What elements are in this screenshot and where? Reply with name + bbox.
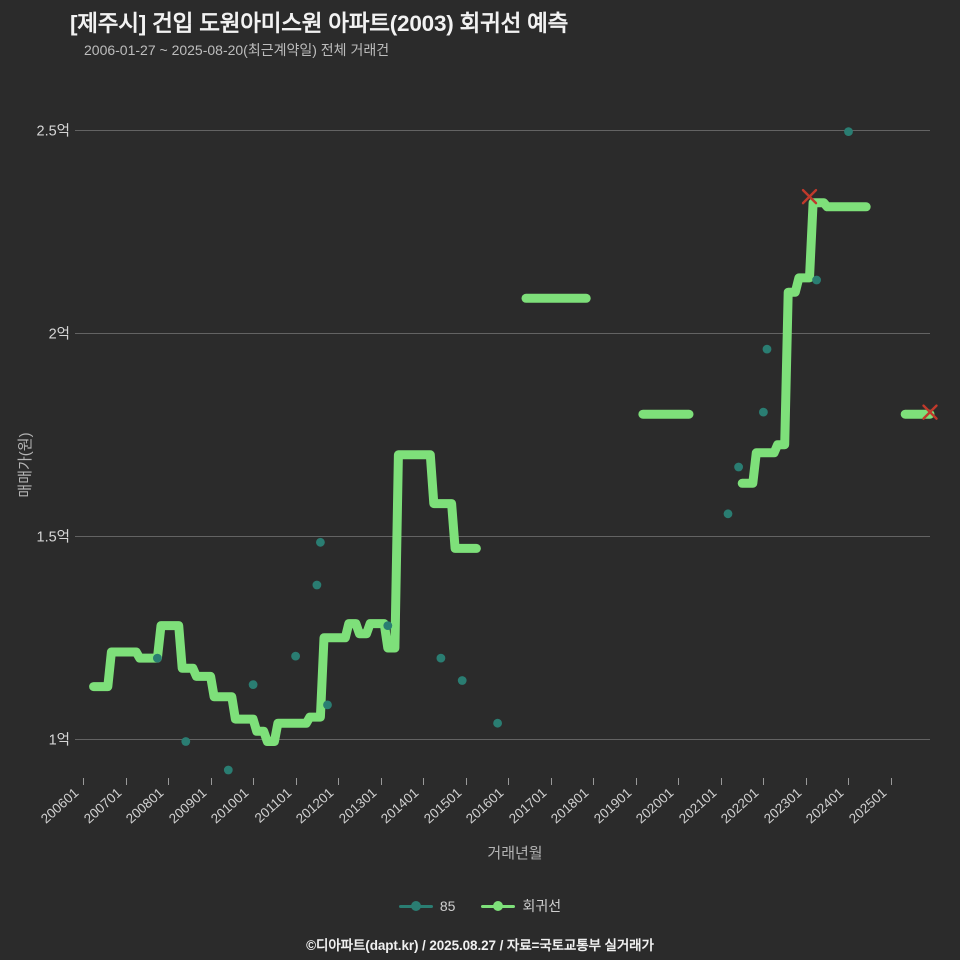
x-tick-label: 200701 bbox=[81, 785, 125, 826]
scatter-point bbox=[383, 621, 393, 630]
scatter-point bbox=[723, 509, 733, 519]
chart-footer: ©디아파트(dapt.kr) / 2025.08.27 / 자료=국토교통부 실… bbox=[306, 938, 654, 953]
legend-item-regression[interactable]: 회귀선 bbox=[481, 896, 561, 916]
scatter-point bbox=[493, 718, 502, 728]
x-tick-label: 201701 bbox=[506, 785, 550, 826]
y-tick-label: 2억 bbox=[49, 326, 70, 343]
page-subtitle: 2006-01-27 ~ 2025-08-20(최근계약일) 전체 거래건 bbox=[84, 42, 390, 58]
legend-label-85: 85 bbox=[439, 898, 456, 914]
x-tick-label: 202301 bbox=[761, 785, 805, 826]
annotation-markers bbox=[801, 188, 938, 420]
scatter-point bbox=[457, 676, 467, 685]
y-axis-title: 매매가(원) bbox=[17, 432, 34, 497]
x-tick-label: 202101 bbox=[676, 785, 720, 826]
scatter-point bbox=[759, 407, 768, 417]
x-tick-label: 201901 bbox=[591, 785, 635, 826]
scatter-point bbox=[316, 537, 325, 547]
x-tick-label: 201101 bbox=[252, 785, 295, 826]
scatter-point bbox=[153, 653, 162, 663]
scatter-point bbox=[812, 275, 821, 285]
series-scatter-points bbox=[153, 127, 853, 775]
x-tick-label: 201801 bbox=[548, 785, 592, 826]
scatter-point bbox=[844, 127, 853, 136]
scatter-point bbox=[223, 765, 233, 775]
x-tick-label: 202201 bbox=[718, 785, 762, 826]
x-tick-label: 201401 bbox=[378, 785, 422, 826]
scatter-point bbox=[312, 580, 322, 590]
y-tick-label: 2.5억 bbox=[37, 123, 71, 140]
legend-swatch-regression bbox=[481, 900, 516, 912]
prediction-x-marker bbox=[922, 404, 938, 420]
scatter-point bbox=[436, 653, 446, 663]
y-tick-label: 1억 bbox=[49, 732, 70, 749]
scatter-point bbox=[181, 737, 191, 746]
prediction-x-marker bbox=[801, 188, 818, 205]
x-tick-label: 201201 bbox=[293, 785, 337, 826]
x-tick-label: 201301 bbox=[336, 785, 380, 826]
page-title: [제주시] 건입 도원아미스원 아파트(2003) 회귀선 예측 bbox=[70, 11, 569, 36]
legend-item-85[interactable]: 85 bbox=[398, 898, 456, 914]
scatter-point bbox=[291, 651, 300, 661]
scatter-point bbox=[323, 700, 332, 710]
scatter-point bbox=[248, 680, 258, 689]
legend-swatch-85 bbox=[398, 900, 433, 912]
legend-label-regression: 회귀선 bbox=[522, 898, 562, 914]
x-tick-label: 200801 bbox=[123, 785, 167, 826]
chart-legend: 85 회귀선 bbox=[0, 896, 960, 916]
y-tick-label: 1.5억 bbox=[37, 529, 71, 546]
y-axis-ticks: 1억 1.5억 2억 2.5억 bbox=[37, 123, 71, 749]
x-tick-label: 200901 bbox=[166, 785, 210, 826]
x-tick-label: 202001 bbox=[633, 785, 677, 826]
x-axis-title: 거래년월 bbox=[487, 845, 542, 862]
scatter-point bbox=[734, 462, 743, 472]
x-tick-label: 201601 bbox=[463, 785, 507, 826]
regression-line-segment bbox=[89, 450, 481, 746]
x-tick-label: 202401 bbox=[803, 785, 847, 826]
x-tick-label: 200601 bbox=[38, 785, 82, 826]
x-tick-label: 202501 bbox=[846, 785, 890, 826]
series-regression-line bbox=[89, 198, 935, 746]
x-tick-label: 201501 bbox=[421, 785, 465, 826]
gridlines bbox=[75, 130, 930, 740]
regression-line-segment bbox=[737, 198, 871, 488]
x-tick-label: 201001 bbox=[208, 785, 252, 826]
scatter-point bbox=[762, 344, 772, 354]
